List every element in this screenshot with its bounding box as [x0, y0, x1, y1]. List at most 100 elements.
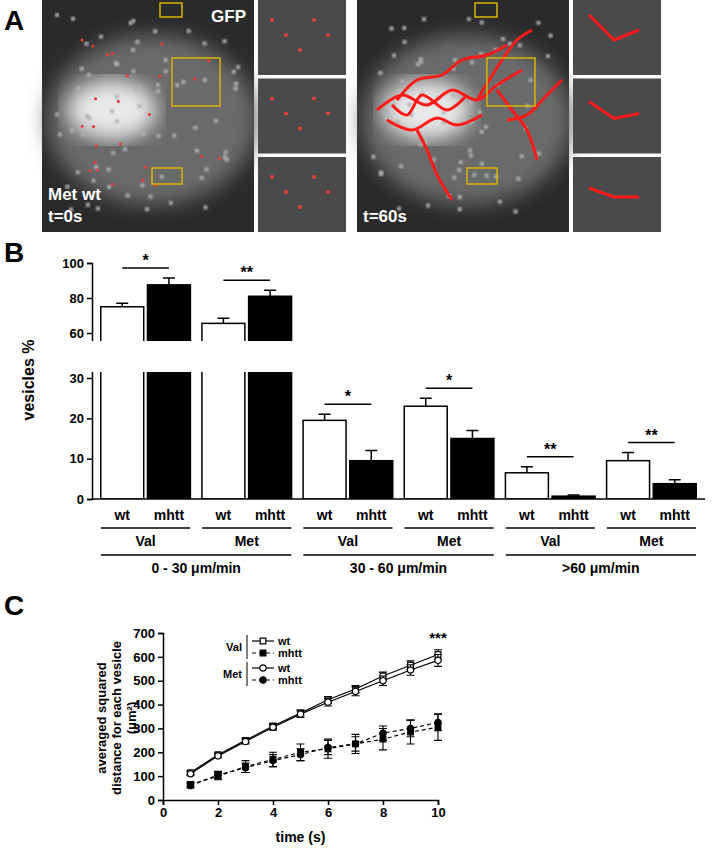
image-label: t=60s: [363, 207, 407, 226]
group-label: 0 - 30 μm/min: [151, 560, 240, 576]
series-label: mhtt: [356, 507, 387, 523]
point: [242, 765, 248, 771]
speckle: [160, 174, 164, 178]
speckle: [195, 149, 199, 153]
panel-letter: A: [4, 5, 24, 36]
error-bar: [269, 755, 277, 767]
tick-mark: [87, 263, 92, 265]
speckle: [145, 207, 149, 211]
inset-vesicle: [298, 48, 302, 52]
speckle: [87, 116, 91, 120]
inset-track: [589, 188, 639, 197]
speckle: [156, 134, 160, 138]
error-bar: [214, 771, 222, 778]
inset-vesicle: [270, 18, 274, 22]
category-label: Val: [338, 533, 358, 549]
speckle: [457, 207, 461, 211]
speckle: [528, 78, 532, 82]
tick-mark: [158, 704, 163, 706]
panel-letter: B: [4, 237, 24, 268]
tick: 0: [148, 793, 163, 808]
point: [435, 657, 441, 663]
error-bar: [379, 726, 387, 740]
speckle: [110, 109, 114, 113]
axis-line: [164, 801, 439, 806]
detected-vesicle: [89, 169, 92, 172]
speckle: [477, 110, 481, 114]
bar: [451, 439, 494, 500]
speckle: [106, 167, 110, 171]
tick-mark: [158, 728, 163, 730]
tick-label: 10: [70, 451, 84, 466]
detected-vesicle: [91, 44, 94, 47]
point: [242, 738, 248, 744]
speckle: [111, 151, 115, 155]
bracket-line: [303, 554, 493, 556]
series-label: mhtt: [457, 507, 488, 523]
speckle: [234, 82, 238, 86]
speckle: [99, 34, 103, 38]
tick-label: 700: [133, 626, 155, 641]
point: [352, 741, 358, 747]
point: [353, 741, 359, 747]
zoom-box: [160, 3, 182, 17]
panel-letter: C: [4, 590, 24, 621]
tick-mark: [158, 776, 163, 778]
speckle: [203, 78, 207, 82]
speckle: [123, 147, 127, 151]
point: [215, 772, 221, 778]
detected-vesicle: [141, 179, 144, 182]
speckle: [232, 69, 236, 73]
significance-label: *: [345, 388, 352, 405]
error-bar: [324, 739, 332, 758]
bracket-line: [506, 554, 696, 556]
speckle: [84, 42, 88, 46]
inset-vesicle: [326, 112, 330, 116]
legend-label: mhtt: [278, 647, 302, 659]
speckle: [76, 86, 80, 90]
inset-vesicle: [284, 112, 288, 116]
series-label: wt: [215, 507, 232, 523]
error-bar: [297, 711, 305, 718]
error-bar: [217, 318, 229, 323]
tick-label: 2: [215, 805, 222, 820]
point: [270, 757, 276, 763]
bracket-line: [101, 527, 190, 529]
speckle: [202, 41, 206, 45]
inset: [573, 157, 661, 232]
speckle: [494, 174, 498, 178]
detected-vesicle: [111, 183, 114, 186]
speckle: [371, 154, 375, 158]
series-line: [191, 727, 439, 784]
significance-label: *: [446, 372, 453, 389]
tick-mark: [158, 752, 163, 754]
speckle: [548, 33, 552, 37]
speckle: [181, 80, 185, 84]
tick-label: 8: [380, 805, 387, 820]
inset: [258, 79, 346, 154]
point: [380, 678, 386, 684]
inset-vesicle: [298, 127, 302, 131]
tick-label: 20: [70, 411, 84, 426]
speckle: [125, 193, 129, 197]
speckle: [536, 21, 540, 25]
speckle: [186, 29, 190, 33]
cell-haze: [362, 35, 572, 205]
legend-label: mhtt: [278, 674, 302, 686]
inset-vesicle: [284, 190, 288, 194]
speckle: [115, 62, 119, 66]
significance-label: **: [645, 427, 658, 444]
bracket-line: [405, 527, 494, 529]
tick: 30: [70, 371, 92, 386]
speckle: [457, 94, 461, 98]
speckle: [518, 43, 522, 47]
detected-vesicle: [207, 59, 210, 62]
axis-title: distance for each vesicle: [109, 641, 124, 795]
speckle: [163, 58, 167, 62]
legend-label: wt: [277, 635, 291, 647]
detected-vesicle: [117, 100, 120, 103]
speckle: [164, 69, 168, 73]
legend-label: wt: [277, 662, 291, 674]
cell-body: [67, 80, 157, 140]
detected-vesicle: [96, 168, 99, 171]
